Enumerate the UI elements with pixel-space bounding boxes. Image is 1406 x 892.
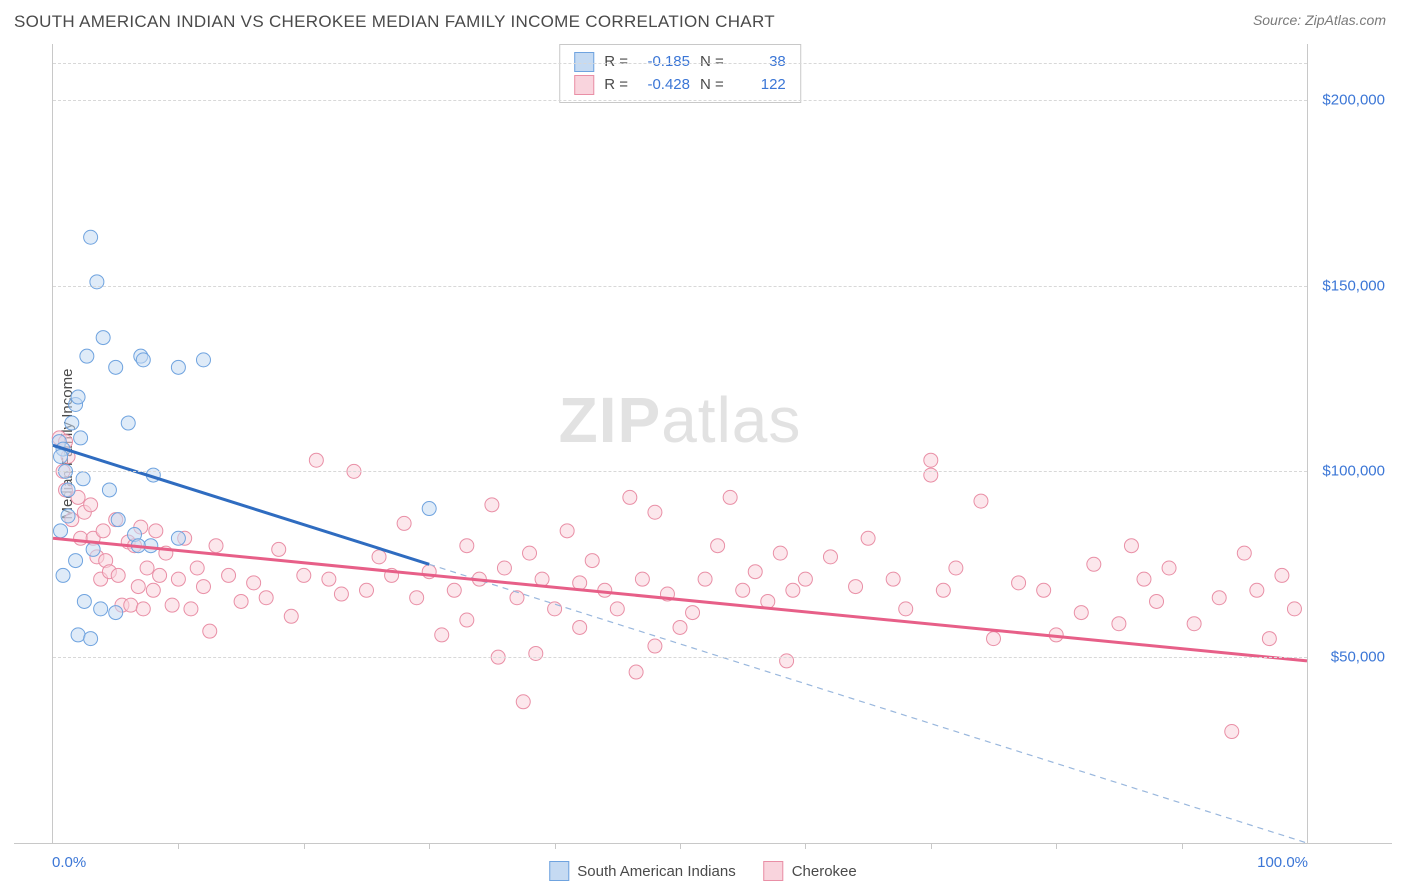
- ytick-label: $200,000: [1313, 91, 1385, 108]
- gridline-h: [53, 286, 1307, 287]
- xtick: [555, 843, 556, 849]
- stats-row-b: R = -0.428 N = 122: [574, 74, 786, 97]
- xtick: [805, 843, 806, 849]
- legend-item-b: Cherokee: [764, 861, 857, 881]
- chart-title: SOUTH AMERICAN INDIAN VS CHEROKEE MEDIAN…: [14, 12, 775, 32]
- r-value-b: -0.428: [638, 74, 690, 97]
- xtick: [178, 843, 179, 849]
- series-legend: South American Indians Cherokee: [549, 861, 856, 881]
- xaxis-label-right: 100.0%: [1257, 854, 1308, 871]
- xtick: [1182, 843, 1183, 849]
- ytick-label: $50,000: [1313, 649, 1385, 666]
- swatch-b: [574, 75, 594, 95]
- legend-label-b: Cherokee: [792, 863, 857, 880]
- r-label-b: R =: [604, 74, 628, 97]
- plot-svg: [53, 44, 1307, 843]
- gridline-top: [53, 63, 1307, 64]
- gridline-h: [53, 471, 1307, 472]
- plot-area: ZIPatlas R = -0.185 N = 38 R = -0.428 N …: [52, 44, 1308, 843]
- xtick: [1056, 843, 1057, 849]
- gridline-h: [53, 100, 1307, 101]
- gridline-h: [53, 657, 1307, 658]
- ytick-label: $150,000: [1313, 277, 1385, 294]
- n-label-b: N =: [700, 74, 724, 97]
- legend-item-a: South American Indians: [549, 861, 735, 881]
- n-value-b: 122: [734, 74, 786, 97]
- xaxis-label-left: 0.0%: [52, 854, 86, 871]
- xtick: [429, 843, 430, 849]
- xtick: [304, 843, 305, 849]
- stats-legend: R = -0.185 N = 38 R = -0.428 N = 122: [559, 44, 801, 103]
- legend-swatch-b: [764, 861, 784, 881]
- xtick: [931, 843, 932, 849]
- source-label: Source: ZipAtlas.com: [1253, 12, 1386, 28]
- xtick: [680, 843, 681, 849]
- ytick-label: $100,000: [1313, 463, 1385, 480]
- legend-label-a: South American Indians: [577, 863, 735, 880]
- legend-swatch-a: [549, 861, 569, 881]
- chart-container: Median Family Income ZIPatlas R = -0.185…: [14, 44, 1392, 844]
